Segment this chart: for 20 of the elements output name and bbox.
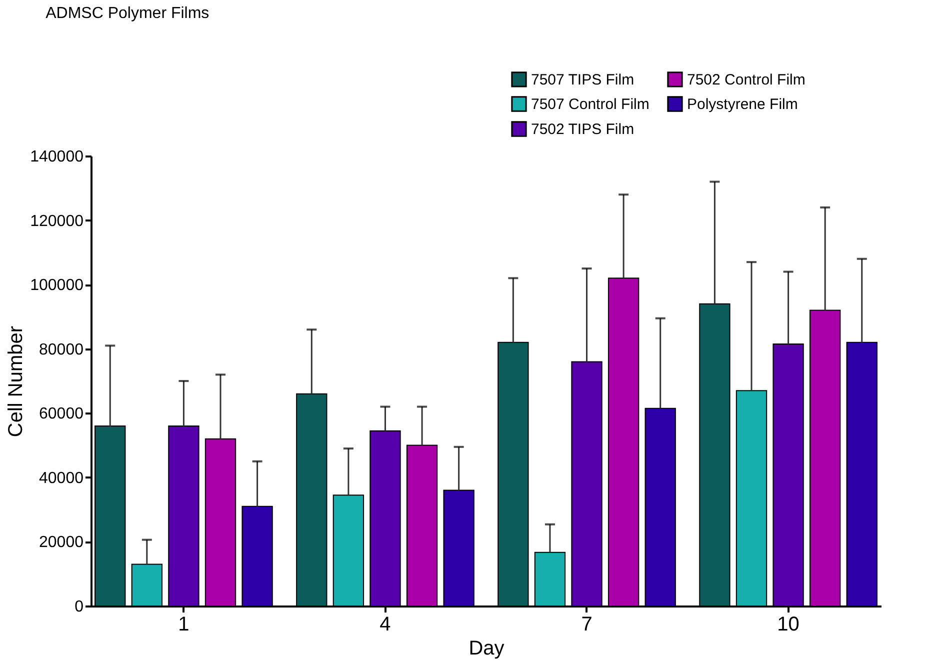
legend-label: 7507 Control Film: [531, 96, 650, 113]
x-axis-title: Day: [468, 638, 504, 660]
y-tick-label: 40000: [39, 470, 84, 487]
legend-label: Polystyrene Film: [687, 96, 798, 113]
x-tick-label: 4: [380, 614, 391, 636]
y-axis-title: Cell Number: [5, 326, 28, 438]
y-tick-label: 60000: [39, 406, 84, 423]
y-tick-label: 0: [74, 598, 84, 616]
y-tick-label: 80000: [39, 341, 84, 358]
x-tick-label: 1: [178, 614, 190, 636]
x-tick-label: 10: [777, 614, 800, 636]
x-tick-label: 7: [581, 614, 592, 636]
y-tick-label: 20000: [39, 534, 84, 552]
y-tick-label: 100000: [30, 277, 84, 294]
chart-title: ADMSC Polymer Films: [46, 5, 210, 22]
y-tick-label: 140000: [30, 148, 84, 166]
y-tick-label: 120000: [30, 212, 84, 230]
legend-label: 7507 TIPS Film: [531, 71, 634, 88]
legend-label: 7502 Control Film: [687, 71, 806, 88]
legend-label: 7502 TIPS Film: [531, 121, 634, 138]
